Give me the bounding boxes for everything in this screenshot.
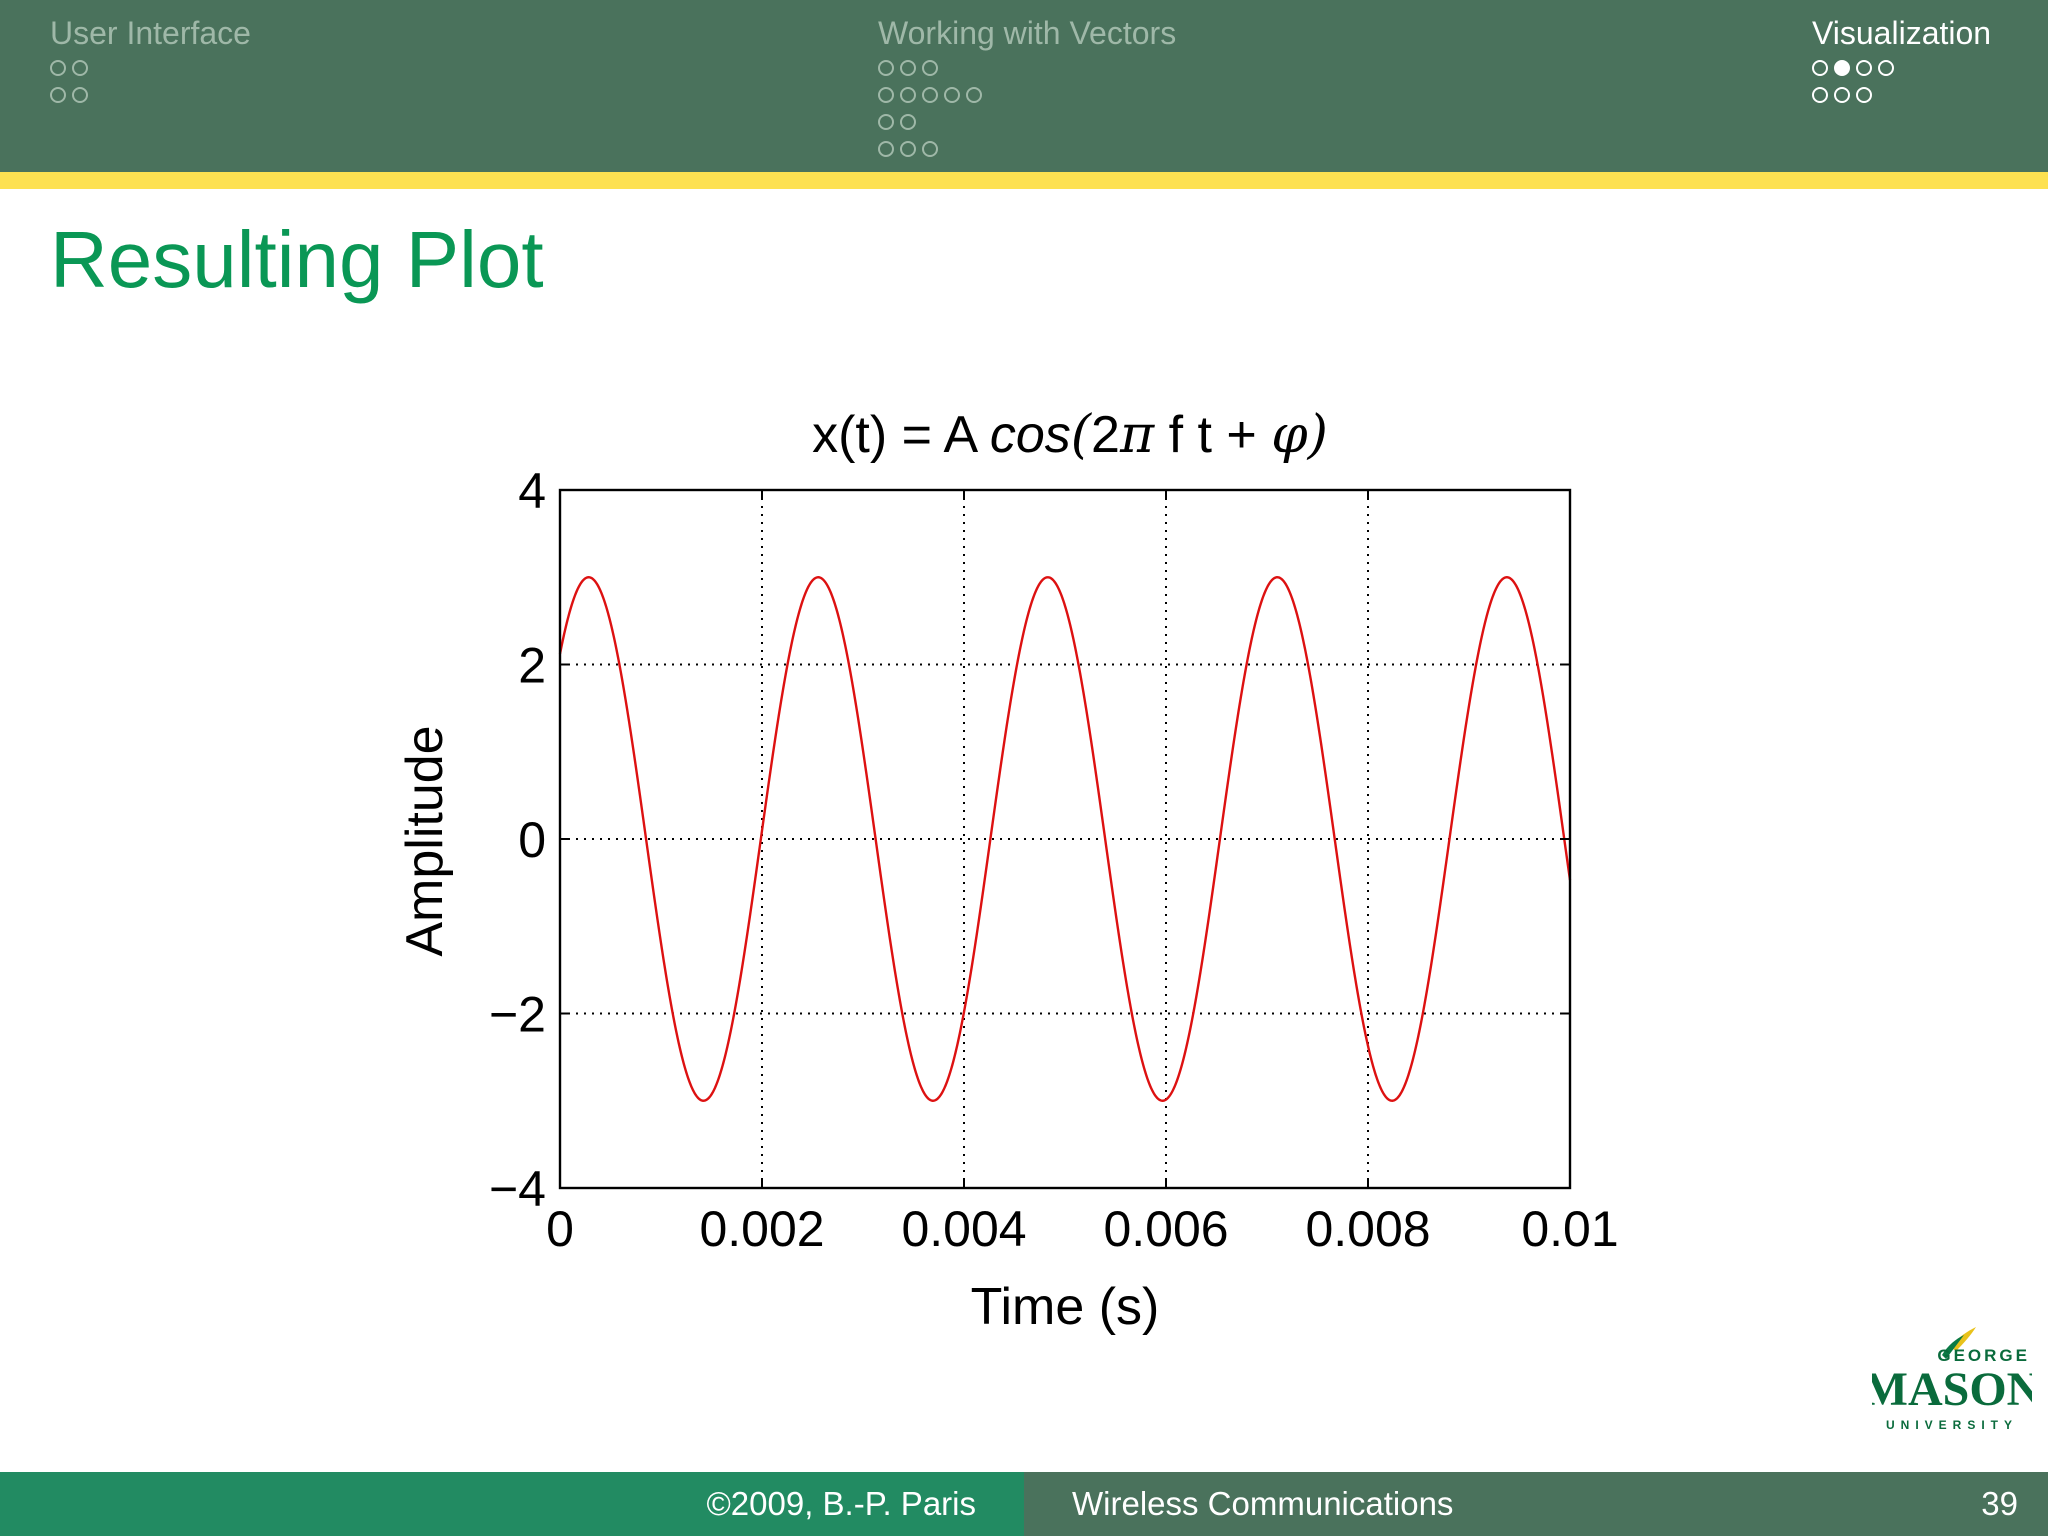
x-tick-label: 0: [546, 1201, 574, 1257]
y-axis-label: Amplitude: [396, 725, 454, 956]
footer-right-panel: Wireless Communications 39: [1024, 1472, 2048, 1536]
nav-dot[interactable]: [50, 86, 66, 103]
chart-title-mid: f t +: [1154, 406, 1271, 464]
footer-left-panel: ©2009, B.-P. Paris: [0, 1472, 1024, 1536]
x-tick-label: 0.006: [1103, 1201, 1228, 1257]
y-tick-label: 2: [518, 638, 546, 694]
nav-dot[interactable]: [900, 140, 916, 157]
logo-leaf: [1942, 1335, 1964, 1359]
nav-dot-row: [50, 54, 251, 81]
series-line: [558, 576, 1572, 1102]
grid-lines: [560, 490, 1570, 1188]
y-tick-label: −2: [489, 987, 546, 1043]
nav-dot[interactable]: [878, 113, 894, 130]
footer-author: ©2009, B.-P. Paris: [706, 1485, 976, 1522]
footer-course: Wireless Communications: [1072, 1485, 1454, 1522]
nav-dot-row: [1812, 54, 1991, 81]
nav-section-title[interactable]: User Interface: [50, 15, 251, 51]
chart-title-two: 2: [1091, 406, 1120, 464]
nav-dot-row: [878, 81, 1176, 108]
axis-ticks: 0 0.002 0.004 0.006 0.008 0.01 4 2 0 −2 −4: [489, 463, 1619, 1257]
nav-dot[interactable]: [878, 140, 894, 157]
nav-section-3: Visualization: [1812, 12, 1991, 108]
nav-dot[interactable]: [900, 113, 916, 130]
logo-mason: MASON: [1872, 1363, 2032, 1416]
nav-dot-row: [878, 54, 1176, 81]
chart-title-pi: π: [1119, 405, 1155, 465]
nav-dot[interactable]: [72, 86, 88, 103]
chart-title-close: ): [1307, 405, 1328, 465]
logo-george: GEORGE: [1937, 1346, 2030, 1365]
x-axis-label: Time (s): [971, 1278, 1160, 1336]
nav-dot[interactable]: [1812, 86, 1828, 103]
nav-dot[interactable]: [72, 59, 88, 76]
nav-dot[interactable]: [50, 59, 66, 76]
nav-dot-row: [50, 81, 251, 108]
header-accent-rule: [0, 172, 2048, 189]
nav-dot-current[interactable]: [1834, 59, 1850, 76]
frame-title: Resulting Plot: [50, 215, 544, 304]
gmu-logo: GEORGE MASON UNIVERSITY: [1872, 1327, 2032, 1432]
footer-page-number: 39: [1981, 1485, 2018, 1522]
nav-dot[interactable]: [900, 86, 916, 103]
nav-dot[interactable]: [878, 59, 894, 76]
logo-university: UNIVERSITY: [1886, 1418, 2018, 1432]
nav-dot[interactable]: [1834, 86, 1850, 103]
chart-title-prefix: x(t) = A: [812, 406, 990, 464]
x-tick-label: 0.002: [699, 1201, 824, 1257]
nav-section-2: Working with Vectors: [878, 12, 1176, 162]
nav-dot[interactable]: [900, 59, 916, 76]
nav-dot[interactable]: [922, 86, 938, 103]
nav-section-title[interactable]: Working with Vectors: [878, 15, 1177, 51]
x-tick-label: 0.008: [1305, 1201, 1430, 1257]
nav-dot[interactable]: [966, 86, 982, 103]
chart-title: x(t) = A cos(2π f t + φ): [812, 405, 1328, 465]
nav-dot[interactable]: [922, 59, 938, 76]
y-tick-label: 4: [518, 463, 546, 519]
nav-dot-row: [878, 135, 1176, 162]
chart-title-phi: φ: [1271, 405, 1308, 465]
nav-dot[interactable]: [1812, 59, 1828, 76]
nav-section-title[interactable]: Visualization: [1812, 15, 1992, 51]
sine-wave-chart: x(t) = A cos(2π f t + φ) 0 0.002 0.004 0.00…: [396, 405, 1619, 1336]
x-tick-label: 0.01: [1521, 1201, 1618, 1257]
x-tick-label: 0.004: [901, 1201, 1026, 1257]
y-tick-label: 0: [518, 812, 546, 868]
footer: ©2009, B.-P. Paris Wireless Communicatio…: [0, 1472, 2048, 1536]
nav-dot-row: [878, 108, 1176, 135]
header-nav: User Interface Working with Vectors Visual…: [0, 0, 2048, 172]
nav-dot[interactable]: [922, 140, 938, 157]
chart-title-open: (: [1071, 405, 1093, 465]
nav-dot-row: [1812, 81, 1991, 108]
nav-dot[interactable]: [1856, 59, 1872, 76]
nav-section-1: User Interface: [50, 12, 251, 108]
nav-dot[interactable]: [1856, 86, 1872, 103]
y-tick-label: −4: [489, 1161, 546, 1217]
nav-dot[interactable]: [878, 86, 894, 103]
nav-dot[interactable]: [1878, 59, 1894, 76]
nav-dot[interactable]: [944, 86, 960, 103]
chart-title-func: cos: [990, 406, 1071, 464]
